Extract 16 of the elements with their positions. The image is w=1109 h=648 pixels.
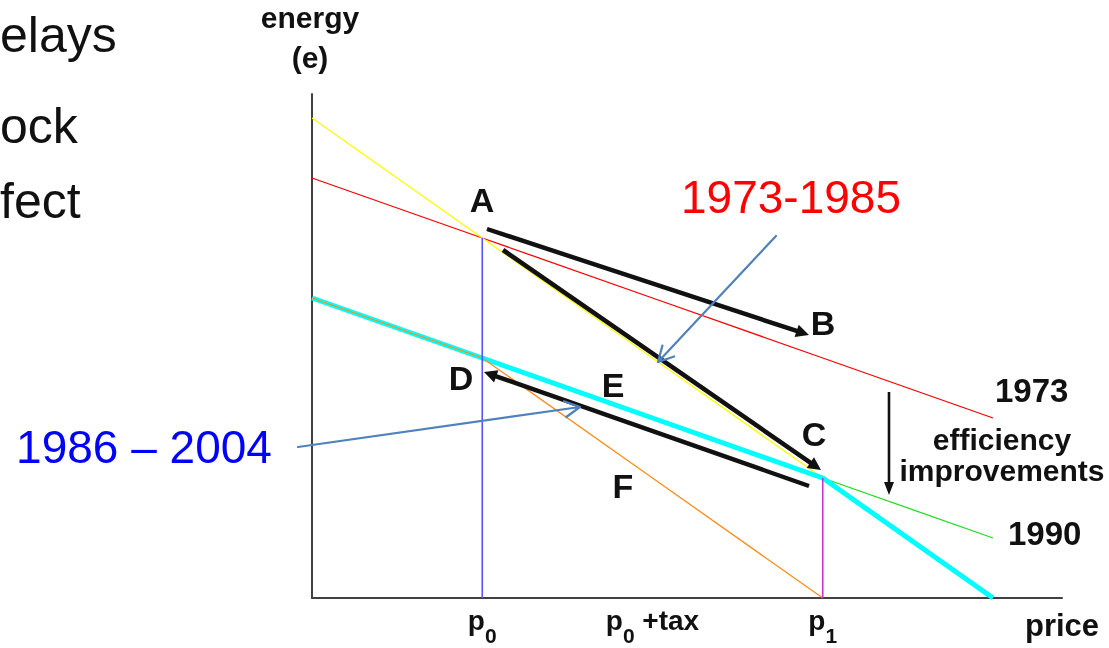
annotation: F [612,467,634,506]
text: elays [0,6,117,63]
annotation: A [469,181,495,220]
annotation: C [801,415,827,454]
text: fect [0,172,81,229]
series-label: 1990 [1008,514,1082,552]
annotation: 1973-1985 [681,171,901,224]
annotation: D [448,359,474,398]
annotation: B [810,304,836,343]
series-label: 1973 [995,371,1069,409]
annotation: E [601,366,625,405]
annotation: efficiency improvements [898,423,1106,488]
y-axis-title: energy (e) [259,0,361,76]
x-axis-title: price [1025,608,1100,643]
text: ock [0,97,78,154]
text: 1986 – 2004 [16,421,272,474]
